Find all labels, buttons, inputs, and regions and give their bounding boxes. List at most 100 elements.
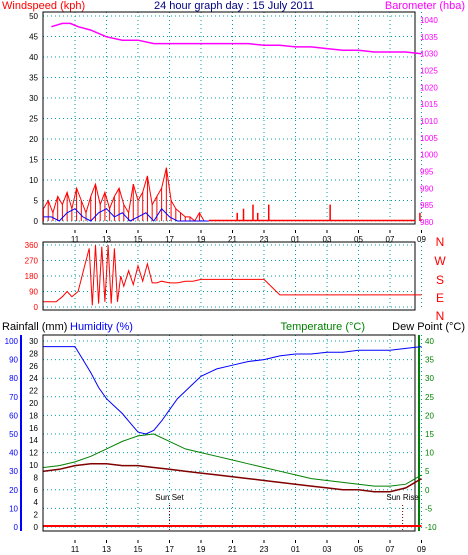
- barometer-tick-label: 985: [420, 201, 434, 210]
- panel3-x-tick-label: 19: [197, 545, 206, 554]
- barometer-tick-label: 1000: [420, 151, 438, 160]
- panel3-x-tick-label: 17: [165, 545, 174, 554]
- rainfall-tick-label: 16: [29, 424, 38, 433]
- rainfall-axis-label: Rainfall (mm): [2, 321, 67, 333]
- panel3-x-tick-label: 01: [291, 545, 300, 554]
- windspeed-tick-label: 20: [29, 135, 38, 144]
- rainfall-tick-label: 22: [29, 387, 38, 396]
- humidity-tick-label: 10: [9, 504, 18, 513]
- temperature-axis-label: Temperature (°C): [281, 321, 365, 333]
- temperature-tick-label: 10: [425, 449, 434, 458]
- windspeed-axis-label: Windspeed (kph): [2, 0, 85, 12]
- panel1-x-tick-label: 11: [71, 235, 80, 244]
- windspeed-tick-label: 35: [29, 74, 38, 83]
- panel3-x-tick-label: 05: [354, 545, 363, 554]
- barometer-tick-label: 1040: [420, 16, 438, 25]
- panel3-x-tick-label: 23: [260, 545, 269, 554]
- direction-tick-label: 360: [25, 241, 39, 250]
- direction-tick-label: 0: [34, 303, 39, 312]
- panel1-x-tick-label: 07: [386, 235, 395, 244]
- panel3-frame: [42, 334, 416, 532]
- panel1-x-tick-label: 05: [354, 235, 363, 244]
- temperature-tick-label: 25: [425, 393, 434, 402]
- panel1-x-tick-label: 19: [197, 235, 206, 244]
- temperature-tick-label: 30: [425, 374, 434, 383]
- windspeed-tick-label: 10: [29, 176, 38, 185]
- direction-tick-label: 180: [25, 272, 39, 281]
- humidity-tick-label: 20: [9, 486, 18, 495]
- panel1-x-tick-label: 01: [291, 235, 300, 244]
- rainfall-tick-label: 0: [34, 523, 39, 532]
- humidity-tick-label: 70: [9, 393, 18, 402]
- barometer-tick-label: 995: [420, 168, 434, 177]
- windspeed-tick-label: 45: [29, 33, 38, 42]
- barometer-tick-label: 980: [420, 218, 434, 227]
- barometer-tick-label: 1030: [420, 50, 438, 59]
- panel3-x-tick-label: 21: [228, 545, 237, 554]
- dewpoint-axis-label: Dew Point (°C): [392, 321, 465, 333]
- compass-label: S: [436, 273, 444, 287]
- panel1-x-tick-label: 17: [165, 235, 174, 244]
- windspeed-tick-label: 0: [34, 217, 39, 226]
- sun-marker-label: Sun Rise: [386, 493, 419, 502]
- compass-label: E: [436, 291, 444, 305]
- rainfall-tick-label: 2: [34, 511, 39, 520]
- panel3-x-tick-label: 11: [71, 545, 80, 554]
- windspeed-tick-label: 5: [34, 197, 39, 206]
- windspeed-tick-label: 15: [29, 156, 38, 165]
- panel1-x-tick-label: 23: [260, 235, 269, 244]
- panel1-x-tick-label: 13: [102, 235, 111, 244]
- rainfall-tick-label: 12: [29, 449, 38, 458]
- temperature-tick-label: -10: [425, 523, 437, 532]
- panel3-x-tick-label: 03: [323, 545, 332, 554]
- rainfall-tick-label: 30: [29, 337, 38, 346]
- humidity-tick-label: 100: [5, 337, 19, 346]
- barometer-tick-label: 1015: [420, 100, 438, 109]
- rainfall-tick-label: 20: [29, 399, 38, 408]
- humidity-line: [43, 346, 422, 435]
- temperature-line: [43, 433, 422, 487]
- sun-marker-label: Sun Set: [155, 493, 184, 502]
- rainfall-tick-label: 10: [29, 461, 38, 470]
- humidity-axis-label: Humidity (%): [70, 321, 133, 333]
- rainfall-tick-label: 28: [29, 349, 38, 358]
- humidity-tick-label: 50: [9, 430, 18, 439]
- humidity-tick-label: 30: [9, 467, 18, 476]
- barometer-tick-label: 1020: [420, 83, 438, 92]
- humidity-tick-label: 80: [9, 374, 18, 383]
- barometer-tick-label: 1035: [420, 33, 438, 42]
- windspeed-tick-label: 25: [29, 115, 38, 124]
- direction-tick-label: 270: [25, 257, 39, 266]
- rainfall-tick-label: 24: [29, 374, 38, 383]
- panel1-x-tick-label: 09: [417, 235, 426, 244]
- direction-tick-label: 90: [29, 288, 38, 297]
- panel1-x-tick-label: 03: [323, 235, 332, 244]
- humidity-tick-label: 0: [14, 523, 19, 532]
- compass-label: N: [436, 309, 445, 323]
- temperature-tick-label: 35: [425, 356, 434, 365]
- rainfall-tick-label: 6: [34, 486, 39, 495]
- panel1-frame: [42, 11, 416, 225]
- rainfall-tick-label: 18: [29, 411, 38, 420]
- humidity-tick-label: 90: [9, 356, 18, 365]
- panel3-x-tick-label: 15: [134, 545, 143, 554]
- humidity-tick-label: 60: [9, 411, 18, 420]
- compass-label: N: [436, 235, 445, 249]
- rainfall-tick-label: 8: [34, 473, 39, 482]
- panel3-x-tick-label: 13: [102, 545, 111, 554]
- humidity-tick-label: 40: [9, 449, 18, 458]
- windspeed-tick-label: 30: [29, 94, 38, 103]
- barometer-axis-label: Barometer (hba): [385, 0, 465, 12]
- temperature-tick-label: 5: [425, 467, 430, 476]
- dewpoint-line: [43, 463, 422, 493]
- rainfall-tick-label: 14: [29, 436, 38, 445]
- wind-gust-line: [43, 207, 209, 222]
- temperature-tick-label: 20: [425, 411, 434, 420]
- windspeed-tick-label: 50: [29, 12, 38, 21]
- panel3-x-tick-label: 09: [417, 545, 426, 554]
- chart-layer: 0510152025303540455098098599099510001005…: [5, 11, 446, 554]
- temperature-tick-label: 0: [425, 486, 430, 495]
- panel2-frame: [42, 241, 416, 311]
